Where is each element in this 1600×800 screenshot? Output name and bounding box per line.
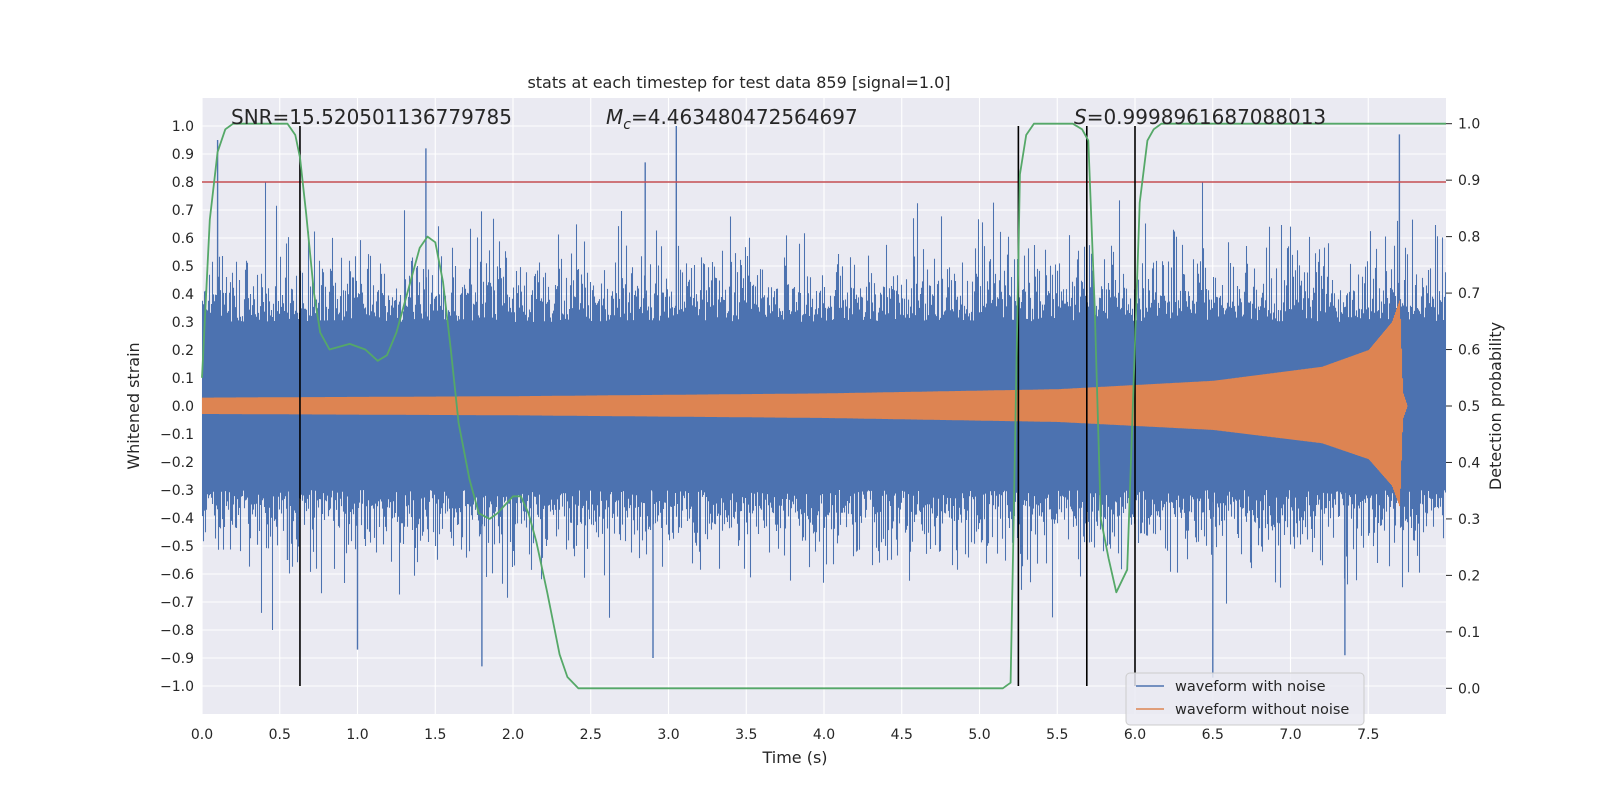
chirp-waveform	[201, 300, 1409, 507]
y-tick-label: −0.3	[160, 483, 194, 499]
legend-label-noise: waveform with noise	[1175, 679, 1326, 695]
series-detection-probability	[201, 122, 1446, 690]
y2-tick-label: 0.7	[1458, 286, 1480, 302]
detection-score-value: =0.9998961687088013	[1087, 105, 1326, 129]
y2-tick-label: 0.8	[1458, 230, 1480, 246]
x-tick-label: 4.5	[891, 727, 913, 743]
snr-annotation: SNR=15.520501136779785	[231, 105, 512, 129]
x-tick-label: 2.0	[502, 727, 524, 743]
x-tick-label: 5.5	[1046, 727, 1068, 743]
x-tick-label: 6.0	[1124, 727, 1146, 743]
detection-score-annotation: S=0.9998961687088013	[1074, 105, 1326, 129]
x-tick-label: 0.5	[269, 727, 291, 743]
y-tick-label: 0.3	[172, 315, 194, 331]
x-tick-label: 0.0	[191, 727, 213, 743]
x-tick-label: 7.5	[1357, 727, 1379, 743]
chirp-mass-value: =4.463480472564697	[631, 105, 858, 129]
y-tick-label: 0.1	[172, 371, 194, 387]
x-tick-label: 3.5	[735, 727, 757, 743]
x-tick-label: 1.0	[346, 727, 368, 743]
detection-probability-line	[201, 122, 1446, 690]
y-axis-ticks: 1.0 0.9 0.8 0.7 0.6 0.5 0.4 0.3 0.2 0.1 0.0 −0.1 −0.…	[160, 119, 194, 695]
x-tick-label: 3.0	[657, 727, 679, 743]
y-tick-label: −0.9	[160, 651, 194, 667]
chirp-mass-subscript: c	[623, 117, 631, 133]
y-tick-label: −0.7	[160, 595, 194, 611]
y2-tick-label: 0.2	[1458, 568, 1480, 584]
y2-tick-label: 0.5	[1458, 399, 1480, 415]
x-axis-ticks: 0.0 0.5 1.0 1.5 2.0 2.5 3.0 3.5 4.0 4.5 5.0 5.5 6.0 6…	[191, 727, 1380, 743]
y-tick-label: 0.2	[172, 343, 194, 359]
y-tick-label: 0.4	[172, 287, 194, 303]
y2-tick-label: 0.3	[1458, 512, 1480, 528]
series-waveform-without-noise	[201, 300, 1409, 507]
y-tick-label: −1.0	[160, 679, 194, 695]
x-tick-label: 6.5	[1202, 727, 1224, 743]
legend: waveform with noise waveform without noi…	[1125, 672, 1365, 726]
y-tick-label: 0.7	[172, 203, 194, 219]
x-tick-label: 1.5	[424, 727, 446, 743]
legend-label-no-noise: waveform without noise	[1175, 702, 1349, 718]
y-tick-label: 1.0	[172, 119, 194, 135]
chirp-mass-annotation: Mc=4.463480472564697	[606, 105, 858, 133]
y-tick-label: −0.8	[160, 623, 194, 639]
y-tick-label: 0.8	[172, 175, 194, 191]
y-tick-label: −0.6	[160, 567, 194, 583]
y-tick-label: −0.5	[160, 539, 194, 555]
x-axis-label: Time (s)	[761, 748, 827, 767]
y-tick-label: 0.5	[172, 259, 194, 275]
y-tick-label: 0.0	[172, 399, 194, 415]
y-tick-label: −0.2	[160, 455, 194, 471]
y-tick-label: −0.1	[160, 427, 194, 443]
x-tick-label: 5.0	[968, 727, 990, 743]
detection-score-symbol: S	[1074, 105, 1087, 129]
x-tick-label: 7.0	[1279, 727, 1301, 743]
y-axis-label: Whitened strain	[124, 342, 143, 469]
y-tick-label: 0.9	[172, 147, 194, 163]
chart-title: stats at each timestep for test data 859…	[527, 73, 950, 92]
y2-tick-label: 0.0	[1458, 681, 1480, 697]
noise-waveform-peaks	[216, 126, 1401, 678]
y2-tick-label: 0.9	[1458, 173, 1480, 189]
y2-tick-label: 1.0	[1458, 117, 1480, 133]
y2-axis-ticks: 1.0 0.9 0.8 0.7 0.6 0.5 0.4 0.3 0.2 0.1 0.0	[1446, 117, 1480, 697]
y2-tick-label: 0.1	[1458, 625, 1480, 641]
legend-box	[1125, 672, 1365, 726]
x-tick-label: 2.5	[580, 727, 602, 743]
y2-tick-label: 0.4	[1458, 455, 1480, 471]
chirp-mass-symbol: M	[606, 105, 623, 129]
y2-axis-label: Detection probability	[1486, 322, 1505, 490]
x-tick-label: 4.0	[813, 727, 835, 743]
y-tick-label: −0.4	[160, 511, 194, 527]
y2-tick-label: 0.6	[1458, 343, 1480, 359]
y-tick-label: 0.6	[172, 231, 194, 247]
